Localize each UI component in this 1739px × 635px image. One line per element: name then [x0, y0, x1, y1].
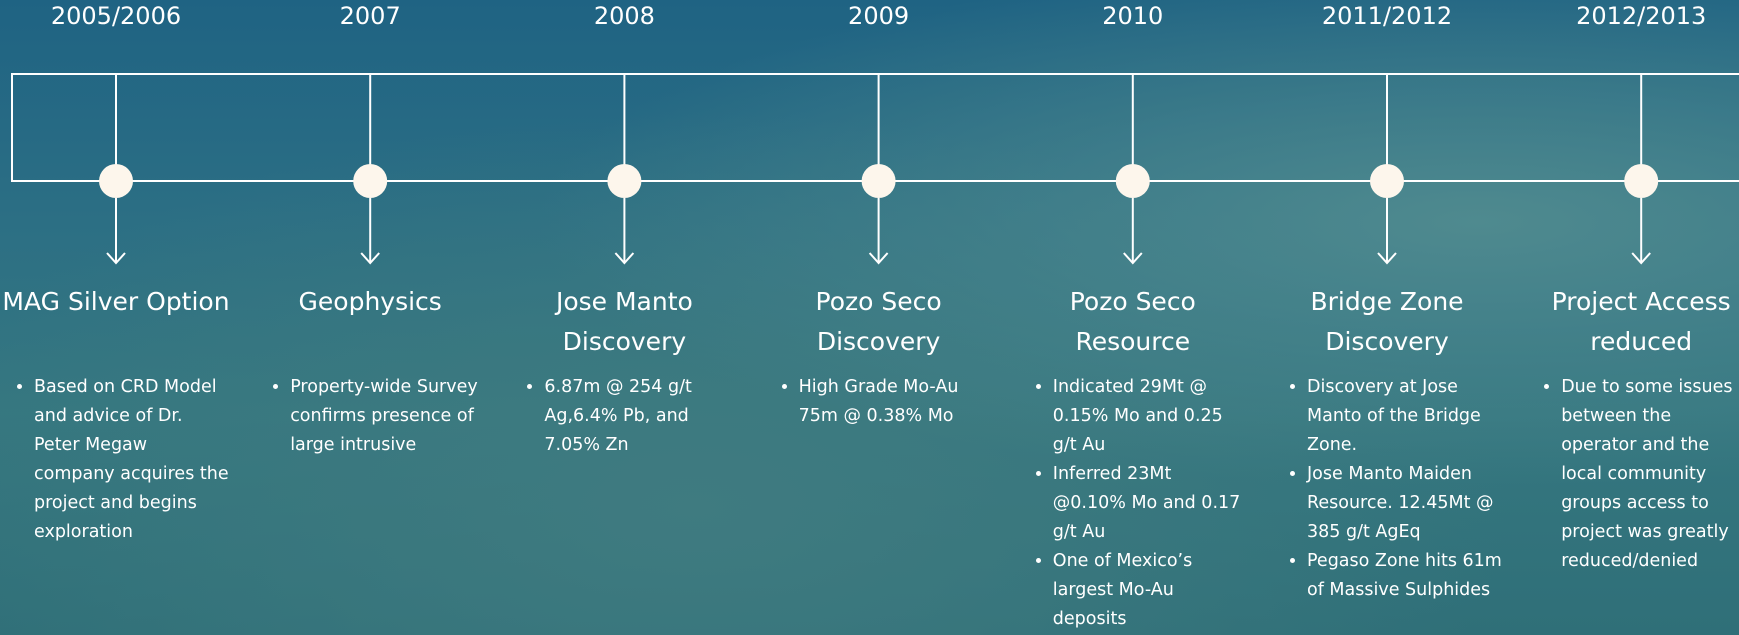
event-title: Geophysics: [255, 282, 485, 322]
bullet-list: Based on CRD Model and advice of Dr. Pet…: [14, 373, 229, 547]
bullet-item: Due to some issues between the operator …: [1561, 373, 1735, 576]
event-title: Bridge Zone Discovery: [1272, 282, 1502, 362]
bullet-item: Indicated 29Mt @ 0.15% Mo and 0.25 g/t A…: [1053, 373, 1248, 460]
timeline-slide: 2005/2006 MAG Silver Option Based on CRD M…: [0, 0, 1739, 635]
milestone-dot: [1370, 164, 1404, 198]
event-title: Jose Manto Discovery: [509, 282, 739, 362]
milestone-dot: [1624, 164, 1658, 198]
year-label: 2009: [759, 2, 999, 30]
event-title: MAG Silver Option: [1, 282, 231, 322]
event-title: Pozo Seco Discovery: [764, 282, 994, 362]
bullet-item: Jose Manto Maiden Resource. 12.45Mt @ 38…: [1307, 460, 1502, 547]
milestone-dot: [862, 164, 896, 198]
bullet-item: Discovery at Jose Manto of the Bridge Zo…: [1307, 373, 1502, 460]
bullet-list: Indicated 29Mt @ 0.15% Mo and 0.25 g/t A…: [1033, 373, 1248, 634]
milestone-dot: [1116, 164, 1150, 198]
year-label: 2007: [250, 2, 490, 30]
bullet-list: Discovery at Jose Manto of the Bridge Zo…: [1287, 373, 1502, 605]
year-label: 2011/2012: [1267, 2, 1507, 30]
bullet-item: High Grade Mo-Au 75m @ 0.38% Mo: [799, 373, 994, 431]
year-label: 2005/2006: [0, 2, 236, 30]
milestone-dot: [353, 164, 387, 198]
bullet-list: 6.87m @ 254 g/t Ag,6.4% Pb, and 7.05% Zn: [524, 373, 739, 460]
bullet-item: Inferred 23Mt @0.10% Mo and 0.17 g/t Au: [1053, 460, 1248, 547]
milestone-dot: [607, 164, 641, 198]
event-title: Pozo Seco Resource: [1018, 282, 1248, 362]
bullet-item: Pegaso Zone hits 61m of Massive Sulphide…: [1307, 547, 1502, 605]
bullet-list: High Grade Mo-Au 75m @ 0.38% Mo: [779, 373, 994, 431]
bullet-item: Based on CRD Model and advice of Dr. Pet…: [34, 373, 229, 547]
bullet-list: Property-wide Survey confirms presence o…: [270, 373, 485, 460]
year-label: 2012/2013: [1521, 2, 1739, 30]
year-label: 2010: [1013, 2, 1253, 30]
bullet-list: Due to some issues between the operator …: [1541, 373, 1735, 576]
bullet-item: 6.87m @ 254 g/t Ag,6.4% Pb, and 7.05% Zn: [544, 373, 739, 460]
event-title: Project Access reduced: [1526, 282, 1739, 362]
milestone-dot: [99, 164, 133, 198]
bullet-item: Property-wide Survey confirms presence o…: [290, 373, 485, 460]
year-label: 2008: [504, 2, 744, 30]
bullet-item: One of Mexico’s largest Mo-Au deposits: [1053, 547, 1248, 634]
